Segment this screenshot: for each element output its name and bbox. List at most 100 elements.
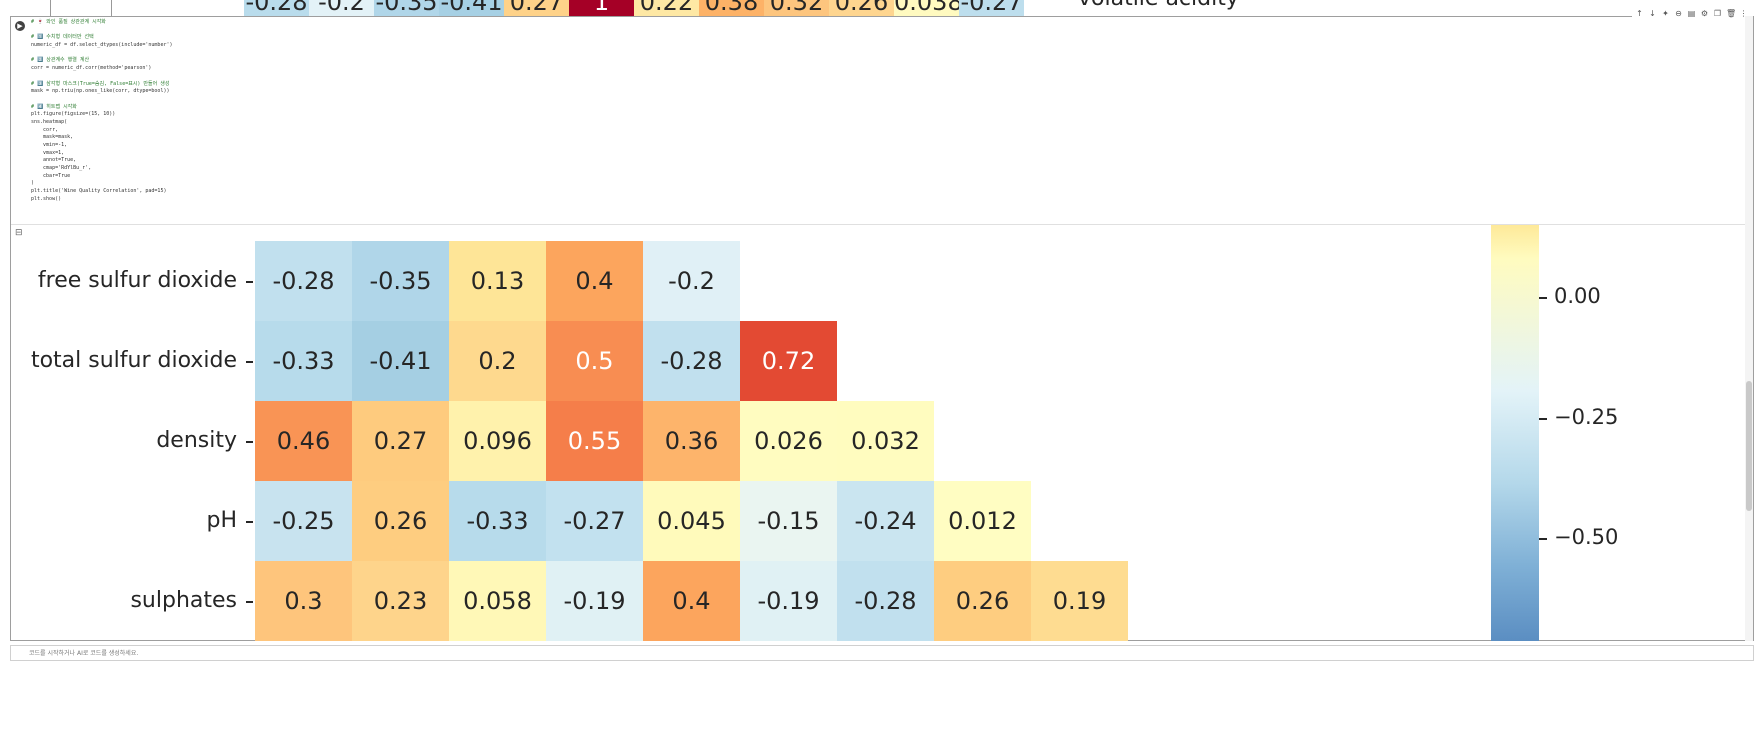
code-line: corr,: [31, 126, 59, 133]
row-tick: [246, 361, 253, 363]
previous-heatmap-row: -0.28 -0.2 -0.35 -0.41 0.27 1 0.22 0.38 0.32 0.26…: [244, 0, 1044, 16]
heatmap-cell: -0.28: [837, 561, 934, 641]
heatmap-cell: 0.27: [352, 401, 449, 481]
previous-heatmap-cell: 0.38: [699, 0, 764, 16]
code-line: plt.title('Wine Quality Correlation', pa…: [31, 188, 167, 195]
previous-output: -0.28 -0.2 -0.35 -0.41 0.27 1 0.22 0.38 0.32 0.26…: [0, 0, 1762, 16]
colorbar-tick: [1539, 538, 1547, 540]
heatmap-cell: 0.4: [643, 561, 740, 641]
row-label: density: [156, 428, 237, 453]
previous-heatmap-cell: -0.27: [959, 0, 1024, 16]
previous-heatmap-cell: -0.41: [439, 0, 504, 16]
cell-toolbar: ↑ ↓ ✦ ⊖ ▤ ⚙ ❐ 🗑 ⋮: [1632, 9, 1751, 21]
heatmap-cell: 0.032: [837, 401, 934, 481]
colorbar-tick-label: 0.00: [1554, 284, 1601, 308]
previous-heatmap-cell: -0.2: [309, 0, 374, 16]
comment-icon[interactable]: ▤: [1687, 9, 1696, 18]
colorbar: [1491, 225, 1539, 641]
row-label: total sulfur dioxide: [30, 348, 237, 373]
code-line: # 3️⃣ 삼각형 마스크(True=숨김, False=표시) 만들어 생성: [31, 80, 170, 87]
heatmap-cell: 0.36: [643, 401, 740, 481]
heatmap-cell: 0.55: [546, 401, 643, 481]
settings-icon[interactable]: ⚙: [1700, 9, 1709, 18]
heatmap-cell: 0.26: [934, 561, 1031, 641]
code-line: vmax=1,: [31, 149, 65, 156]
code-line: numeric_df = df.select_dtypes(include='n…: [31, 42, 173, 49]
row-tick: [246, 601, 253, 603]
code-line: [31, 27, 1631, 35]
delete-icon[interactable]: 🗑: [1726, 9, 1737, 18]
colorbar-tick-label: −0.25: [1554, 404, 1619, 429]
heatmap-cell: 0.19: [1031, 561, 1128, 641]
previous-heatmap-cell: 0.038: [894, 0, 963, 16]
row-tick: [246, 521, 253, 523]
code-line: [31, 96, 1631, 104]
code-line: [31, 50, 1631, 58]
row-tick: [246, 281, 253, 283]
output-toggle-icon[interactable]: ⊟: [15, 228, 23, 238]
previous-heatmap-cell: 0.22: [634, 0, 699, 16]
heatmap-cell: 0.26: [352, 481, 449, 561]
row-label: pH: [206, 508, 237, 533]
page-scrollbar[interactable]: [1745, 16, 1753, 641]
heatmap-cell: 0.012: [934, 481, 1031, 561]
heatmap-cell: -0.2: [643, 241, 740, 321]
link-icon[interactable]: ⊖: [1675, 9, 1682, 18]
sparkle-icon[interactable]: ✦: [1662, 9, 1669, 18]
code-line: cmap='RdYlBu_r',: [31, 165, 92, 172]
heatmap-cell: -0.24: [837, 481, 934, 561]
heatmap-cell: 0.5: [546, 321, 643, 401]
heatmap-cell: -0.15: [740, 481, 837, 561]
gutter-line: [50, 0, 51, 16]
code-output-divider: [11, 224, 1753, 225]
code-line: corr = numeric_df.corr(method='pearson'): [31, 65, 152, 72]
heatmap-cell: 0.2: [449, 321, 546, 401]
gutter-line: [111, 0, 112, 16]
heatmap-cell: -0.41: [352, 321, 449, 401]
colorbar-tick: [1539, 417, 1547, 420]
heatmap-cell: -0.19: [546, 561, 643, 641]
move-down-icon[interactable]: ↓: [1649, 9, 1656, 18]
code-line: [31, 73, 1631, 81]
code-line: # 1️⃣ 수치형 데이터만 선택: [31, 34, 94, 41]
heatmap-cell: -0.33: [255, 321, 352, 401]
heatmap-cell: -0.28: [643, 321, 740, 401]
colorbar-tick: [1539, 297, 1547, 299]
code-line: # 4️⃣ 히트맵 시각화: [31, 103, 77, 110]
previous-heatmap-cell: 1: [569, 0, 634, 16]
code-line: # 2️⃣ 상관계수 행렬 계산: [31, 57, 90, 64]
colorbar-tick-label: −0.50: [1554, 525, 1619, 549]
scrollbar-thumb[interactable]: [1746, 381, 1752, 511]
code-line: ): [31, 180, 35, 187]
previous-heatmap-cell: 0.26: [829, 0, 894, 16]
previous-heatmap-cell: 0.27: [504, 0, 569, 16]
code-line: mask=mask,: [31, 134, 74, 141]
heatmap-cell: 0.23: [352, 561, 449, 641]
heatmap-cell: 0.096: [449, 401, 546, 481]
row-tick: [246, 441, 253, 443]
copy-icon[interactable]: ❐: [1713, 9, 1722, 18]
more-icon[interactable]: ⋮: [1739, 9, 1748, 18]
move-up-icon[interactable]: ↑: [1636, 9, 1643, 18]
previous-row-label: volatile acidity: [1078, 0, 1239, 11]
run-cell-button[interactable]: ▶: [15, 21, 25, 31]
heatmap-cell: 0.72: [740, 321, 837, 401]
code-line: cbar=True: [31, 172, 71, 179]
heatmap-cell: -0.25: [255, 481, 352, 561]
code-line: plt.figure(figsize=(15, 10)): [31, 111, 116, 118]
heatmap-cell: 0.026: [740, 401, 837, 481]
code-line: vmin=-1,: [31, 142, 68, 148]
code-line: annot=True,: [31, 157, 77, 164]
empty-code-cell[interactable]: 코드를 시작하거나 AI로 코드를 생성하세요.: [10, 645, 1754, 661]
cell-placeholder: 코드를 시작하거나 AI로 코드를 생성하세요.: [29, 650, 139, 657]
previous-heatmap-cell: -0.28: [244, 0, 309, 16]
code-line: mask = np.triu(np.ones_like(corr, dtype=…: [31, 88, 170, 95]
code-line: # 🍷 와인 품질 상관관계 시각화: [31, 19, 106, 25]
code-line: plt.show(): [31, 195, 62, 202]
code-cell[interactable]: ▶ ↑ ↓ ✦ ⊖ ▤ ⚙ ❐ 🗑 ⋮ # 🍷 와인 품질 상관관계 시각화 # 1️⃣ 수치형 …: [10, 9, 1754, 641]
code-line: sns.heatmap(: [31, 118, 68, 125]
heatmap-cell: 0.3: [255, 561, 352, 641]
code-editor[interactable]: # 🍷 와인 품질 상관관계 시각화 # 1️⃣ 수치형 데이터만 선택 numer…: [31, 19, 1631, 219]
previous-heatmap-cell: 0.32: [764, 0, 829, 16]
heatmap-cell: 0.13: [449, 241, 546, 321]
